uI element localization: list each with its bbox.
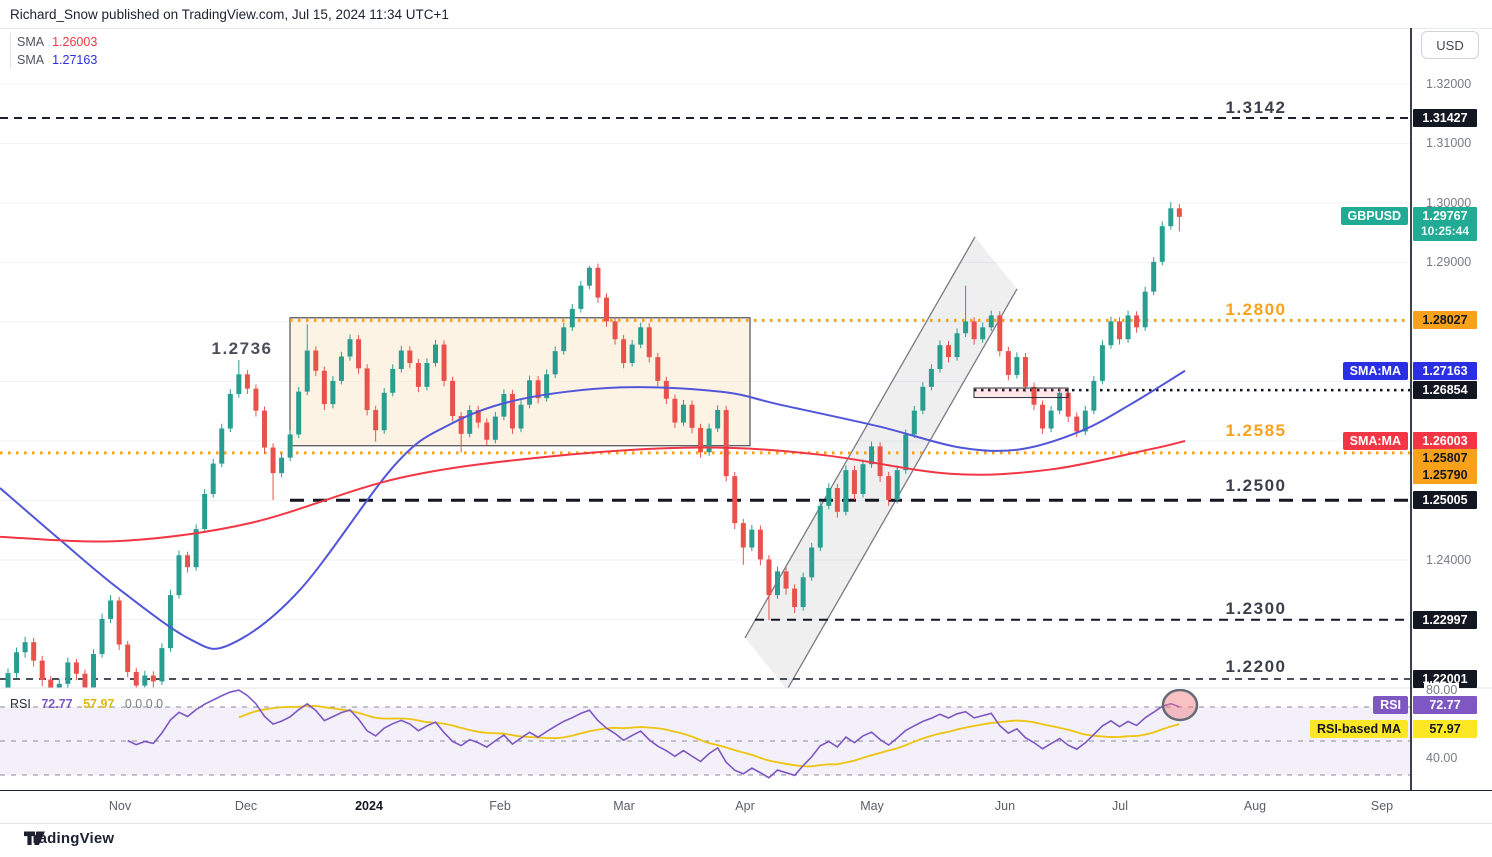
time-axis-label: Nov: [108, 799, 132, 813]
time-axis-label: Dec: [234, 799, 258, 813]
rsi-extra-values: 0 0 0 0: [124, 697, 164, 711]
price-axis-border: [1410, 28, 1412, 822]
trend-channel-line: [744, 236, 976, 639]
time-axis-label: Feb: [489, 799, 511, 813]
tradingview-branding[interactable]: TradingView: [24, 830, 114, 847]
indicator-chip: SMA:MA: [1342, 362, 1408, 380]
indicator-chip: SMA:MA: [1342, 432, 1408, 450]
axis-tick-label: 1.24000: [1424, 553, 1474, 567]
time-axis-label: Aug: [1243, 799, 1267, 813]
rsi-highlight-ellipse: [1161, 689, 1199, 722]
trend-channel-line: [787, 288, 1018, 688]
price-line-label: 1.22997: [1413, 611, 1477, 629]
tradingview-logo-icon: [24, 831, 45, 845]
axis-tick-label: 1.29000: [1424, 255, 1474, 269]
moving-average-line: [0, 440, 1186, 543]
price-line-label: 1.31427: [1413, 109, 1477, 127]
rsi-legend[interactable]: RSI 72.77 57.97 0 0 0 0: [10, 697, 170, 711]
sma-value: 1.27163: [52, 53, 98, 67]
sma-value: 1.26003: [52, 35, 98, 49]
price-annotation: 1.2200: [1225, 657, 1287, 676]
support-box: [973, 387, 1069, 399]
time-axis-label: Sep: [1370, 799, 1394, 813]
price-line-label: 1.25005: [1413, 491, 1477, 509]
axis-tick-label: 1.31000: [1424, 136, 1474, 150]
bar-countdown: 10:25:44: [1420, 224, 1470, 238]
indicator-chip: RSI-based MA: [1309, 720, 1408, 738]
rsi-line: [127, 689, 1180, 779]
time-axis-label: Mar: [613, 799, 635, 813]
sma-label: SMA: [17, 35, 45, 49]
header-divider: [0, 28, 1492, 29]
rsi-ma-value: 57.97: [83, 697, 115, 711]
rsi-title: RSI: [10, 697, 31, 711]
time-axis-label: Apr: [735, 799, 755, 813]
time-axis-label: 2024: [355, 799, 383, 813]
price-line-label: 57.97: [1413, 720, 1477, 738]
candlestick-series: [5, 202, 1182, 688]
price-annotation: 1.2736: [211, 339, 273, 358]
rsi-value: 72.77: [41, 697, 73, 711]
sma-label: SMA: [17, 53, 45, 67]
last-price-value: 1.29767: [1422, 209, 1468, 223]
time-axis-label: Jun: [994, 799, 1016, 813]
time-axis[interactable]: Nov Dec 2024 Feb Mar Apr May Jun Jul Aug Sep: [0, 790, 1492, 824]
axis-tick-label: 40.00: [1424, 751, 1460, 765]
indicator-legend: SMA 1.26003 SMA 1.27163: [10, 33, 97, 69]
axis-tick-label: 80.00: [1424, 683, 1460, 697]
indicator-chip: RSI: [1373, 696, 1408, 714]
price-line-label: 1.25807: [1413, 449, 1477, 467]
price-line-label: 1.28027: [1413, 311, 1477, 329]
sma-legend-row[interactable]: SMA 1.26003: [17, 33, 97, 51]
rsi-pane: [0, 689, 1410, 779]
price-annotation: 1.2500: [1225, 476, 1287, 495]
axis-tick-label: 1.30000: [1424, 196, 1474, 210]
axis-tick-label: 1.32000: [1424, 77, 1474, 91]
sma-legend-row[interactable]: SMA 1.27163: [17, 51, 97, 69]
time-axis-label: May: [860, 799, 884, 813]
price-annotation: 1.2300: [1225, 599, 1287, 618]
last-price-label: 1.29767 10:25:44: [1413, 207, 1477, 241]
publish-attribution: Richard_Snow published on TradingView.co…: [10, 7, 449, 22]
rsi-ma-line: [238, 704, 1180, 768]
price-line-label: 1.26003: [1413, 432, 1477, 450]
moving-average-line: [0, 369, 1186, 650]
tradingview-wordmark: TradingView: [24, 830, 115, 847]
price-axis[interactable]: 1.32000 1.31427 1.31000 1.30000 1.29000 1.280…: [1411, 28, 1492, 822]
symbol-chip: GBPUSD: [1340, 207, 1408, 225]
main-pane: [0, 83, 1410, 688]
price-annotation: 1.2800: [1225, 300, 1287, 319]
time-axis-label: Jul: [1112, 799, 1128, 813]
price-annotation: 1.3142: [1225, 98, 1287, 117]
price-annotation: 1.2585: [1225, 421, 1287, 440]
price-line-label: 72.77: [1413, 696, 1477, 714]
price-line-label: 1.25790: [1413, 466, 1477, 484]
currency-toggle-button[interactable]: USD: [1421, 31, 1479, 59]
price-line-label: 1.26854: [1413, 381, 1477, 399]
price-line-label: 1.27163: [1413, 362, 1477, 380]
